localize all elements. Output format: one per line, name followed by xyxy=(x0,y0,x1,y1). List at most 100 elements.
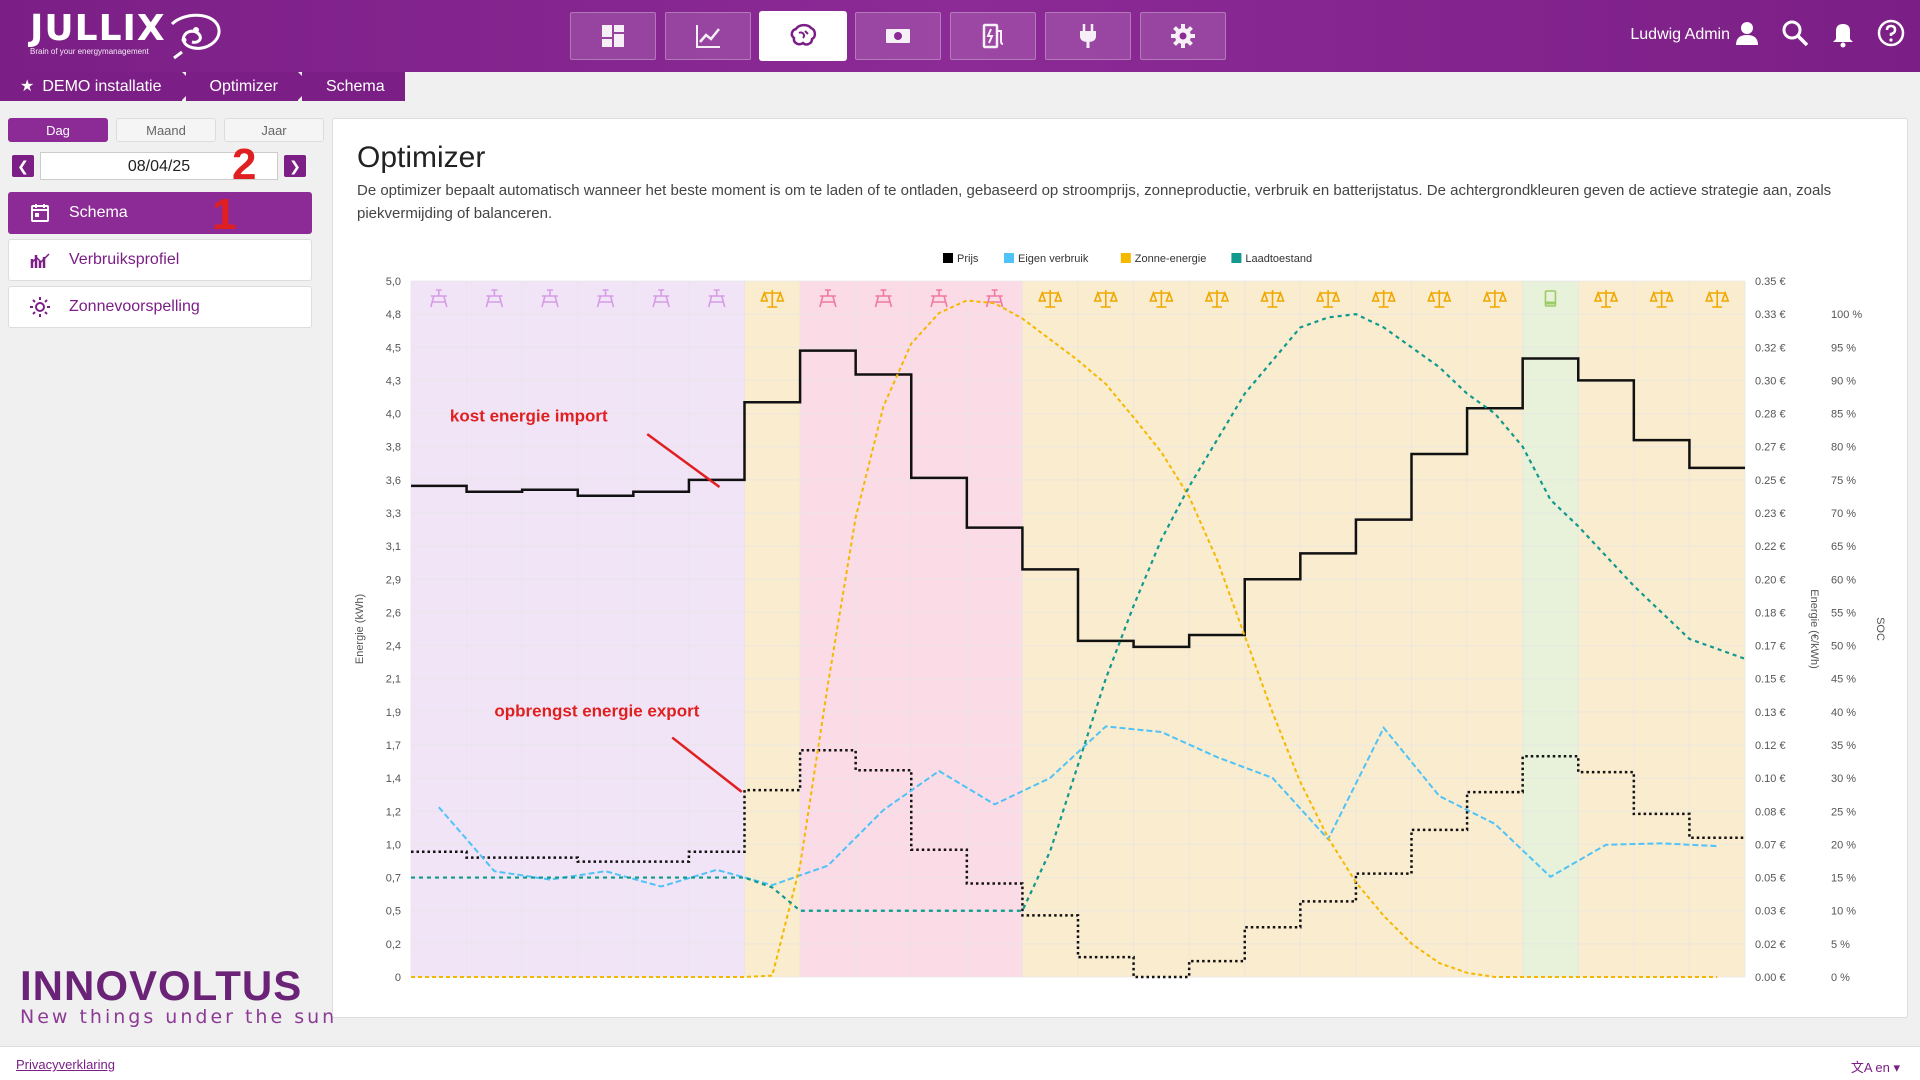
series-soc-line xyxy=(411,313,1746,912)
charging-station-icon xyxy=(982,23,1004,49)
date-input[interactable]: 08/04/25 xyxy=(40,152,278,180)
y-price-tick-label: 0.25 € xyxy=(1755,475,1786,487)
balancing-icon xyxy=(1038,290,1063,308)
breadcrumb-installation[interactable]: ★ DEMO installatie xyxy=(0,72,195,101)
peak-shaving-icon xyxy=(485,289,504,308)
next-date-button[interactable]: ❯ xyxy=(284,155,306,177)
legend-label: Laadtoestand xyxy=(1245,253,1312,265)
y-soc-axis-title: SOC xyxy=(1874,617,1886,641)
x-tick-label: 02:00 xyxy=(508,988,536,989)
nav-statistics-button[interactable] xyxy=(665,12,751,60)
y-price-axis-title: Energie (€/kWh) xyxy=(1808,589,1820,668)
peak-shaving-icon xyxy=(652,289,670,308)
x-tick-label: 08:00 xyxy=(842,988,870,989)
sidebar-item-label: Verbruiksprofiel xyxy=(69,251,180,268)
strategy-band-charge xyxy=(1522,281,1579,977)
y-left-tick-label: 1,4 xyxy=(386,773,401,785)
nav-optimizer-button[interactable] xyxy=(760,12,846,60)
breadcrumb: ★ DEMO installatie Optimizer Schema xyxy=(0,72,409,101)
nav-finance-button[interactable] xyxy=(855,12,941,60)
nav-charging-button[interactable] xyxy=(950,12,1036,60)
y-soc-tick-label: 40 % xyxy=(1831,707,1856,719)
money-icon xyxy=(886,29,910,43)
user-name[interactable]: Ludwig Admin xyxy=(1630,26,1730,43)
translate-icon: 文A xyxy=(1850,1060,1872,1075)
y-soc-tick-label: 35 % xyxy=(1831,740,1856,752)
annotation-import-label: kost energie import xyxy=(450,407,608,426)
y-left-tick-label: 0 xyxy=(395,972,401,984)
balancing-icon xyxy=(1705,290,1730,308)
footer: Privacyverklaring 文A en ▾ xyxy=(0,1046,1920,1080)
y-left-tick-label: 3,1 xyxy=(386,541,401,553)
y-left-tick-label: 1,2 xyxy=(386,806,401,818)
y-left-tick-label: 1,9 xyxy=(386,707,401,719)
nav-dashboard-button[interactable] xyxy=(570,12,656,60)
strategy-band-discharge xyxy=(800,281,856,977)
sidebar-item-solar-forecast[interactable]: Zonnevoorspelling xyxy=(8,286,312,328)
legend-swatch xyxy=(1004,253,1014,263)
y-left-tick-label: 4,3 xyxy=(386,375,401,387)
strategy-band-balancing xyxy=(1300,281,1356,977)
x-tick-label: 00:00 xyxy=(397,988,425,989)
y-price-tick-label: 0.27 € xyxy=(1755,442,1786,454)
top-bar: JULLIX Brain of your energymanagement xyxy=(0,0,1920,72)
search-icon[interactable] xyxy=(1780,18,1810,48)
strategy-band-discharge xyxy=(966,281,1023,977)
annotation-arrow xyxy=(646,433,721,489)
y-left-tick-label: 2,4 xyxy=(386,641,401,653)
strategy-band-balancing xyxy=(1022,281,1078,977)
y-soc-tick-label: 90 % xyxy=(1831,375,1856,387)
y-price-tick-label: 0.05 € xyxy=(1755,873,1786,885)
y-soc-tick-label: 50 % xyxy=(1831,641,1856,653)
sidebar-menu: Schema Verbruiksprofiel Zonnevoorspellin… xyxy=(8,192,312,333)
balancing-icon xyxy=(760,290,785,308)
chevron-left-icon: ❮ xyxy=(17,157,29,174)
y-left-tick-label: 3,6 xyxy=(386,475,401,487)
y-price-tick-label: 0.15 € xyxy=(1755,674,1786,686)
y-left-tick-label: 0,7 xyxy=(386,873,401,885)
tab-day[interactable]: Dag xyxy=(8,118,108,142)
annotation-arrow xyxy=(671,736,743,793)
tab-year[interactable]: Jaar xyxy=(224,118,324,142)
nav-settings-button[interactable] xyxy=(1140,12,1226,60)
sidebar-item-usage-profile[interactable]: Verbruiksprofiel xyxy=(8,239,312,281)
strategy-band-balancing xyxy=(1189,281,1245,977)
nav-devices-button[interactable] xyxy=(1045,12,1131,60)
language-selector[interactable]: 文A en ▾ xyxy=(1850,1060,1900,1075)
y-left-tick-label: 4,0 xyxy=(386,409,401,421)
y-soc-tick-label: 0 % xyxy=(1831,972,1850,984)
privacy-link[interactable]: Privacyverklaring xyxy=(16,1057,115,1072)
x-tick-label: 00:00 xyxy=(1731,988,1759,989)
jullix-logo[interactable]: JULLIX Brain of your energymanagement xyxy=(30,8,221,60)
strategy-band-balancing xyxy=(1467,281,1523,977)
help-icon[interactable] xyxy=(1876,18,1906,48)
y-left-tick-label: 2,6 xyxy=(386,607,401,619)
breadcrumb-schema[interactable]: Schema xyxy=(301,72,405,101)
sidebar-item-schema[interactable]: Schema xyxy=(8,192,312,234)
optimizer-chart: 0 0,2 0,5 0,7 1,0 1,2 1,4 1,7 1,9 2,1 2,4 2,6 2,9 3,1… xyxy=(354,253,1886,989)
y-soc-tick-label: 95 % xyxy=(1831,342,1856,354)
y-price-tick-label: 0.17 € xyxy=(1755,641,1786,653)
x-tick-label: 10:00 xyxy=(953,988,981,989)
y-soc-tick-label: 65 % xyxy=(1831,541,1856,553)
y-price-tick-label: 0.12 € xyxy=(1755,740,1786,752)
tab-month[interactable]: Maand xyxy=(116,118,216,142)
breadcrumb-optimizer[interactable]: Optimizer xyxy=(185,72,313,101)
plug-icon xyxy=(1080,24,1096,48)
previous-date-button[interactable]: ❮ xyxy=(12,155,34,177)
x-tick-label: 13:00 xyxy=(1120,988,1148,989)
strategy-band-balancing xyxy=(1411,281,1468,977)
x-tick-label: 14:00 xyxy=(1175,988,1203,989)
strategy-band-peak-shaving xyxy=(411,281,467,977)
strategy-band-balancing xyxy=(1689,281,1745,977)
x-tick-label: 17:00 xyxy=(1342,988,1370,989)
strategy-band-balancing xyxy=(744,281,801,977)
series-consumption-line xyxy=(438,725,1718,888)
bell-icon[interactable] xyxy=(1828,18,1858,48)
legend-label: Prijs xyxy=(957,253,979,265)
user-icon[interactable] xyxy=(1732,18,1762,48)
x-tick-label: 11:00 xyxy=(1009,988,1036,989)
balancing-icon xyxy=(1593,290,1619,308)
y-price-tick-label: 0.32 € xyxy=(1755,342,1786,354)
y-soc-tick-label: 55 % xyxy=(1831,607,1856,619)
